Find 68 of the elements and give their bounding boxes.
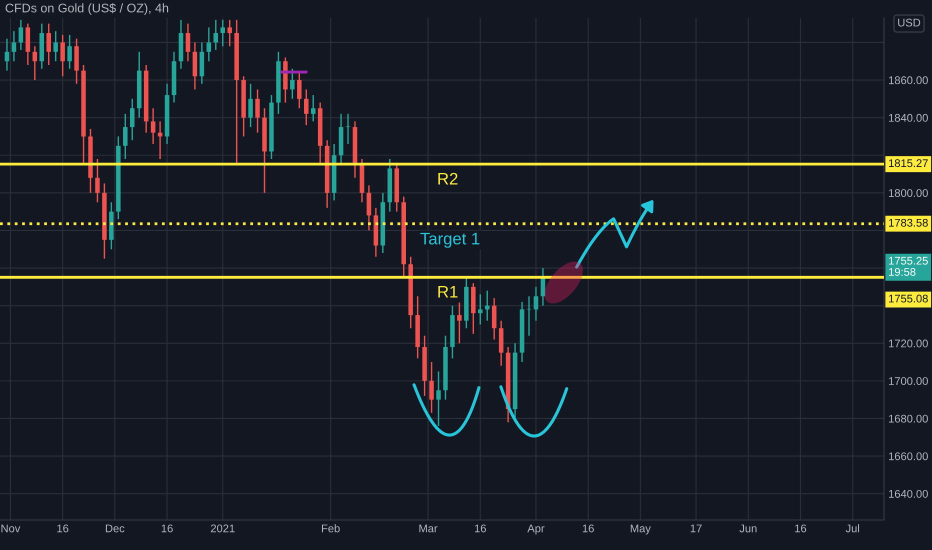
- candlestick: [53, 30, 58, 62]
- y-tick-label: 1800.00: [889, 189, 928, 197]
- candlestick: [123, 113, 128, 160]
- candlestick: [484, 290, 490, 322]
- candlestick: [150, 108, 156, 145]
- candlestick: [248, 83, 253, 128]
- y-tick-label: 1660.00: [889, 452, 928, 460]
- candlestick: [429, 361, 434, 414]
- candlestick: [457, 301, 462, 344]
- chart-title: CFDs on Gold (US$ / OZ), 4h: [6, 3, 168, 15]
- candlestick: [214, 19, 218, 51]
- x-tick-label: Dec: [106, 524, 124, 532]
- candlestick: [186, 22, 190, 62]
- candlestick: [18, 19, 24, 51]
- candlestick: [540, 267, 546, 306]
- y-tick-label: 1700.00: [889, 377, 928, 386]
- ref-line-label: 1815.27: [889, 159, 928, 168]
- candlestick: [526, 296, 532, 336]
- candlestick: [67, 34, 72, 70]
- candlestick: [130, 98, 135, 141]
- text: 1755.25: [889, 256, 928, 265]
- candlestick: [346, 113, 350, 145]
- candlestick: [4, 38, 10, 72]
- candlestick: [220, 19, 225, 47]
- candlestick: [310, 94, 316, 122]
- candlestick: [60, 34, 65, 77]
- candlestick: [158, 120, 162, 160]
- x-tick-label: 2021: [210, 524, 235, 532]
- x-tick-label: Jul: [846, 524, 860, 532]
- x-tick-label: 16: [162, 524, 173, 532]
- y-tick-label: 1720.00: [889, 340, 928, 348]
- x-tick-label: 16: [795, 524, 806, 532]
- candlestick: [290, 68, 295, 100]
- annotation: R1: [438, 286, 458, 298]
- x-tick-label: 16: [57, 524, 68, 532]
- y-axis-title: USD: [898, 18, 920, 27]
- y-tick-label: 1680.00: [889, 414, 928, 423]
- x-tick-label: Mar: [419, 524, 438, 532]
- text: 19:58: [889, 268, 916, 276]
- y-tick-label: 1640.00: [889, 490, 928, 498]
- x-tick-label: May: [630, 524, 651, 535]
- x-tick-label: 16: [582, 524, 594, 532]
- x-tick-label: 16: [474, 524, 486, 532]
- x-tick-label: 17: [690, 524, 702, 532]
- annotation: R2: [438, 172, 458, 184]
- candlestick: [366, 184, 372, 232]
- ref-line-label: 1755.08: [889, 294, 928, 303]
- y-tick-label: 1840.00: [889, 114, 928, 122]
- candlestick: [227, 19, 232, 47]
- candlestick: [436, 370, 441, 427]
- candlestick: [304, 88, 309, 126]
- x-tick-label: Feb: [322, 524, 340, 532]
- candlestick: [12, 30, 16, 62]
- candlestick: [46, 22, 51, 66]
- candlestick: [492, 297, 496, 340]
- candlestick: [255, 88, 260, 134]
- candlestick: [534, 286, 538, 322]
- candlestick: [95, 158, 100, 203]
- x-tick-label: Jun: [739, 524, 757, 532]
- x-tick-label: Apr: [527, 524, 544, 535]
- candlestick: [32, 46, 38, 81]
- ref-line-label: 1783.58: [889, 218, 928, 227]
- candlestick: [478, 294, 483, 326]
- candlestick: [297, 72, 302, 109]
- x-tick-label: Nov: [1, 524, 20, 532]
- candlestick: [206, 26, 212, 62]
- y-tick-label: 1860.00: [889, 76, 928, 84]
- annotation: Target 1: [420, 232, 480, 248]
